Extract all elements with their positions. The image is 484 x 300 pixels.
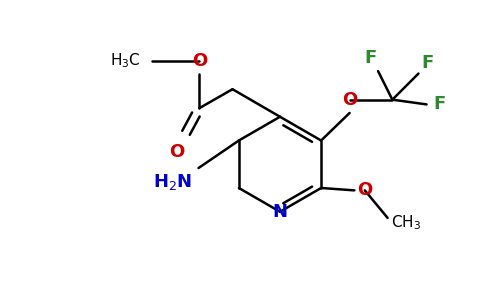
Text: O: O <box>357 182 373 200</box>
Text: F: F <box>365 49 377 67</box>
Text: F: F <box>434 95 446 113</box>
Text: O: O <box>192 52 207 70</box>
Text: O: O <box>169 143 184 161</box>
Text: F: F <box>421 54 433 72</box>
Text: H$_3$C: H$_3$C <box>110 51 141 70</box>
Text: CH$_3$: CH$_3$ <box>391 213 421 232</box>
Text: H$_2$N: H$_2$N <box>153 172 192 192</box>
Text: O: O <box>342 91 357 109</box>
Text: N: N <box>272 203 287 221</box>
